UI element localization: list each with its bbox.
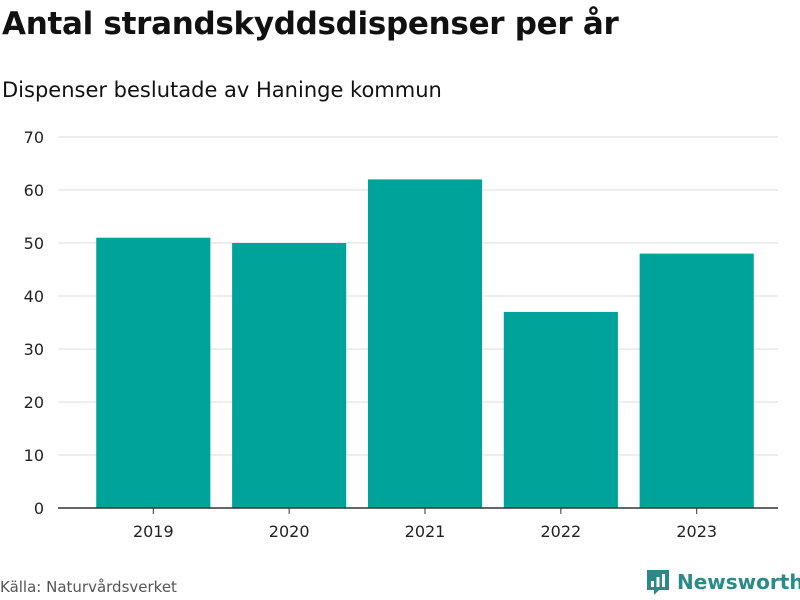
x-tick-label: 2021 — [405, 522, 446, 541]
x-tick-label: 2022 — [540, 522, 581, 541]
brand-logo: Newsworthy — [645, 568, 800, 596]
y-tick-label: 0 — [34, 499, 44, 518]
y-tick-label: 40 — [24, 287, 44, 306]
x-axis-ticks: 2019 2020 2021 2022 2023 — [133, 508, 717, 541]
chart-subtitle: Dispenser beslutade av Haninge kommun — [2, 78, 442, 102]
x-tick-label: 2020 — [269, 522, 310, 541]
y-tick-label: 60 — [24, 181, 44, 200]
bars — [96, 179, 754, 508]
chart-title: Antal strandskyddsdispenser per år — [2, 6, 619, 42]
x-tick-label: 2019 — [133, 522, 174, 541]
y-tick-label: 70 — [24, 128, 44, 147]
bar-2019 — [96, 237, 211, 508]
y-axis-ticks: 0 10 20 30 40 50 60 70 — [24, 128, 44, 518]
bar-2020 — [232, 243, 347, 508]
y-tick-label: 30 — [24, 340, 44, 359]
bar-2021 — [367, 179, 483, 508]
y-tick-label: 20 — [24, 393, 44, 412]
x-tick-label: 2023 — [676, 522, 717, 541]
bar-2022 — [503, 311, 618, 508]
y-tick-label: 10 — [24, 446, 44, 465]
source-note: Källa: Naturvårdsverket — [0, 578, 177, 596]
bar-2023 — [639, 253, 754, 508]
y-tick-label: 50 — [24, 234, 44, 253]
brand-name: Newsworthy — [677, 570, 800, 594]
newsworthy-logo-icon — [647, 570, 669, 595]
